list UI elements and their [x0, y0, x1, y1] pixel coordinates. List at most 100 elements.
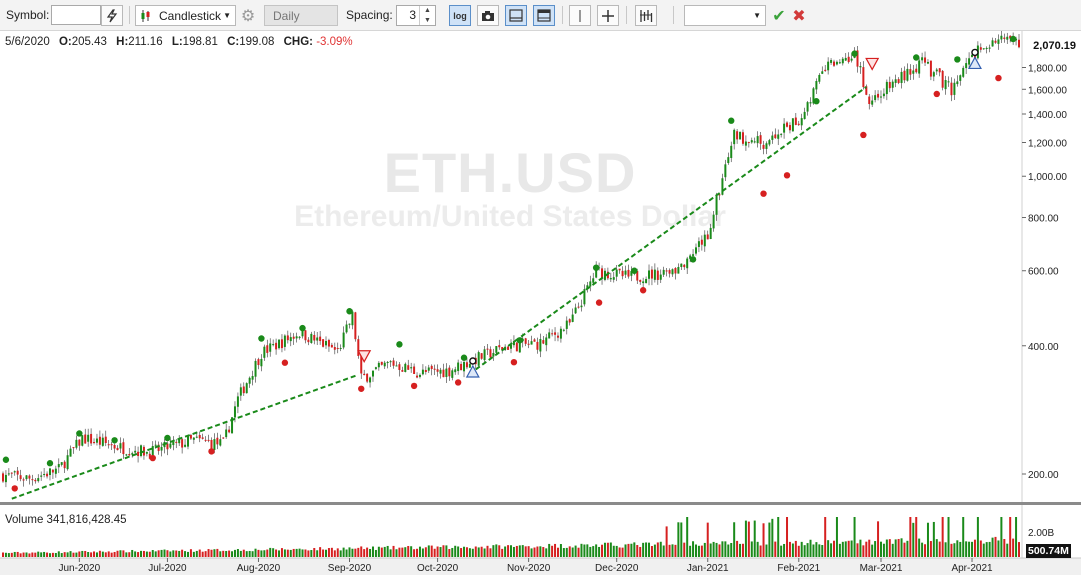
time-axis-label: Mar-2021 [860, 563, 903, 574]
candle-body [448, 367, 451, 377]
top-panel-button[interactable] [533, 5, 555, 26]
volume-bar [921, 542, 924, 557]
candle-body [360, 354, 363, 374]
time-axis-label: Jun-2020 [58, 563, 100, 574]
volume-bar [809, 539, 812, 557]
volume-bar [627, 543, 630, 557]
candle-body [612, 277, 615, 280]
signal-entry-marker [469, 357, 477, 365]
volume-bar [715, 542, 718, 557]
candle-body [938, 68, 941, 73]
volume-bar [677, 522, 680, 557]
volume-bar [736, 540, 739, 557]
volume-bar [633, 542, 636, 557]
indicators-button[interactable] [635, 5, 657, 26]
candle-body [530, 341, 533, 345]
open-label: O: [58, 36, 72, 48]
volume-bar [589, 546, 592, 557]
volume-bar [245, 551, 248, 557]
volume-bar [838, 543, 841, 557]
volume-bar [125, 552, 128, 557]
spin-up-icon[interactable]: ▲ [424, 7, 431, 14]
volume-bar [66, 552, 69, 557]
cancel-button[interactable]: ✖ [788, 5, 810, 26]
swing-high-marker [592, 264, 600, 271]
candle-body [75, 439, 78, 448]
volume-bar [533, 547, 536, 557]
swing-low-marker [510, 358, 518, 366]
candle-body [601, 268, 604, 279]
candle-body [134, 450, 137, 453]
candle-body [680, 263, 683, 267]
apply-button[interactable]: ✔ [768, 5, 790, 26]
lightning-icon [106, 8, 118, 22]
volume-bar [228, 550, 231, 557]
volume-bar [251, 551, 254, 557]
candle-body [13, 471, 16, 473]
volume-bar [518, 545, 521, 557]
price-axis-bg [1022, 31, 1081, 505]
toolbar-separator [129, 6, 130, 24]
crosshair-button[interactable] [597, 5, 619, 26]
volume-bar [680, 522, 683, 557]
period-field[interactable]: Daily [264, 5, 338, 26]
swing-high-marker [954, 56, 961, 63]
candle-body [762, 144, 765, 149]
volume-bar [703, 542, 706, 557]
volume-bar [574, 545, 577, 557]
volume-bar [451, 547, 454, 557]
volume-bar [659, 541, 662, 557]
volume-bar [965, 541, 968, 557]
volume-bar [959, 541, 962, 557]
candle-body [157, 444, 160, 452]
candle-body [186, 436, 189, 447]
candle-body [774, 134, 777, 139]
volume-bar [674, 544, 677, 557]
volume-bar [360, 546, 363, 557]
swing-low-marker [281, 359, 289, 366]
chart-type-dropdown[interactable]: Candlestick ▼ [135, 5, 236, 26]
candle-body [278, 339, 281, 349]
volume-chart[interactable]: 2.00B Jun-2020 Jul-2020 Aug-2020 Sep-2020 Oct… [0, 505, 1081, 575]
bottom-panel-button[interactable] [505, 5, 527, 26]
volume-bar [37, 551, 40, 557]
spin-down-icon[interactable]: ▼ [424, 16, 431, 24]
volume-bar [859, 539, 862, 557]
spacing-stepper[interactable]: 3 ▲ ▼ [396, 5, 436, 26]
swing-high-marker [631, 267, 638, 274]
candle-body [371, 370, 374, 377]
candle-body [119, 443, 122, 449]
study-dropdown[interactable]: ▼ [684, 5, 766, 26]
time-axis-label: Jul-2020 [148, 563, 187, 574]
candle-body [918, 60, 921, 74]
candle-body [542, 340, 545, 344]
log-scale-button[interactable]: log [449, 5, 471, 26]
vertical-line-button[interactable] [569, 5, 591, 26]
volume-bar [536, 546, 539, 557]
volume-bar [818, 544, 821, 557]
candle-body [830, 60, 833, 63]
volume-bar [433, 548, 436, 557]
volume-bar [841, 541, 844, 557]
candle-body [524, 338, 527, 344]
candle-body [480, 353, 483, 359]
time-axis-label: Jan-2021 [687, 563, 729, 574]
candle-body [706, 234, 709, 240]
candle-body [915, 68, 918, 73]
volume-bar [327, 548, 330, 557]
candle-body [48, 468, 51, 475]
volume-bar [137, 552, 140, 557]
chart-settings-button[interactable]: ⚙ [237, 5, 259, 26]
candle-body [786, 122, 789, 127]
lightning-button[interactable] [101, 5, 123, 26]
volume-bar [283, 549, 286, 557]
volume-bar [40, 552, 43, 557]
price-chart[interactable]: 1,800.00 1,600.00 1,400.00 1,200.00 1,000.00… [0, 31, 1081, 505]
symbol-input[interactable] [51, 5, 101, 25]
snapshot-button[interactable] [477, 5, 499, 26]
gear-icon: ⚙ [240, 7, 256, 25]
candle-body [562, 329, 565, 331]
volume-bar [606, 542, 609, 557]
candle-body [63, 461, 66, 469]
volume-bar [700, 545, 703, 557]
